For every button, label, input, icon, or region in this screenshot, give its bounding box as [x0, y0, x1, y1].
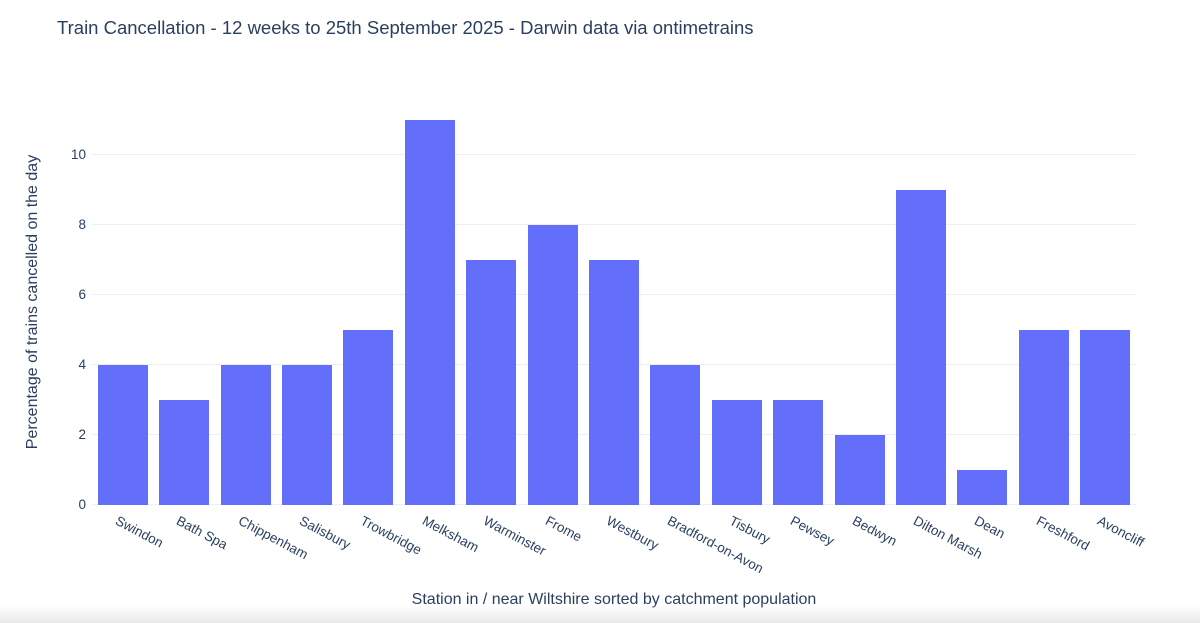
- bar-tisbury[interactable]: [711, 400, 762, 505]
- x-tick-label: Tisbury: [726, 513, 773, 547]
- bar-melksham[interactable]: [404, 119, 455, 505]
- x-tick-label: Bedwyn: [849, 513, 900, 549]
- y-tick-label: 8: [78, 216, 86, 232]
- y-tick-label: 2: [78, 426, 86, 442]
- y-tick-label: 0: [78, 497, 86, 512]
- x-tick-label: Freshford: [1033, 513, 1092, 554]
- grid-line: [92, 223, 1136, 225]
- y-tick-label: 10: [70, 146, 86, 162]
- plot-area: [92, 100, 1136, 505]
- x-tick-label: Pewsey: [788, 513, 837, 549]
- y-tick-label: 6: [78, 286, 86, 302]
- bar-swindon[interactable]: [97, 364, 148, 505]
- y-tick-label: 4: [78, 356, 86, 372]
- x-tick-label: Bath Spa: [174, 513, 231, 553]
- bar-warminster[interactable]: [466, 259, 517, 505]
- bar-chippenham[interactable]: [220, 364, 271, 505]
- x-tick-label: Frome: [542, 513, 585, 545]
- x-tick-label: Dean: [972, 513, 1008, 542]
- bar-salisbury[interactable]: [281, 364, 332, 505]
- bar-bradford-on-avon[interactable]: [650, 364, 701, 505]
- bar-pewsey[interactable]: [773, 400, 824, 505]
- x-tick-label: Avoncliff: [1095, 513, 1147, 550]
- bar-dean[interactable]: [957, 470, 1008, 505]
- bar-bedwyn[interactable]: [834, 435, 885, 505]
- bar-avoncliff[interactable]: [1080, 329, 1131, 505]
- x-tick-label: Swindon: [112, 513, 166, 551]
- x-tick-label: Melksham: [419, 513, 482, 556]
- x-tick-label: Westbury: [603, 513, 662, 553]
- chart-title: Train Cancellation - 12 weeks to 25th Se…: [57, 17, 754, 38]
- bar-westbury[interactable]: [589, 259, 639, 505]
- x-tick-label: Warminster: [481, 513, 549, 559]
- grid-line: [92, 153, 1136, 155]
- bar-frome[interactable]: [527, 224, 578, 505]
- x-axis-title: Station in / near Wiltshire sorted by ca…: [411, 591, 817, 608]
- x-tick-label: Trowbridge: [358, 513, 425, 558]
- bar-bath-spa[interactable]: [159, 400, 210, 505]
- bar-freshford[interactable]: [1018, 329, 1069, 505]
- bar-dilton-marsh[interactable]: [896, 189, 947, 505]
- bar-trowbridge[interactable]: [343, 329, 394, 505]
